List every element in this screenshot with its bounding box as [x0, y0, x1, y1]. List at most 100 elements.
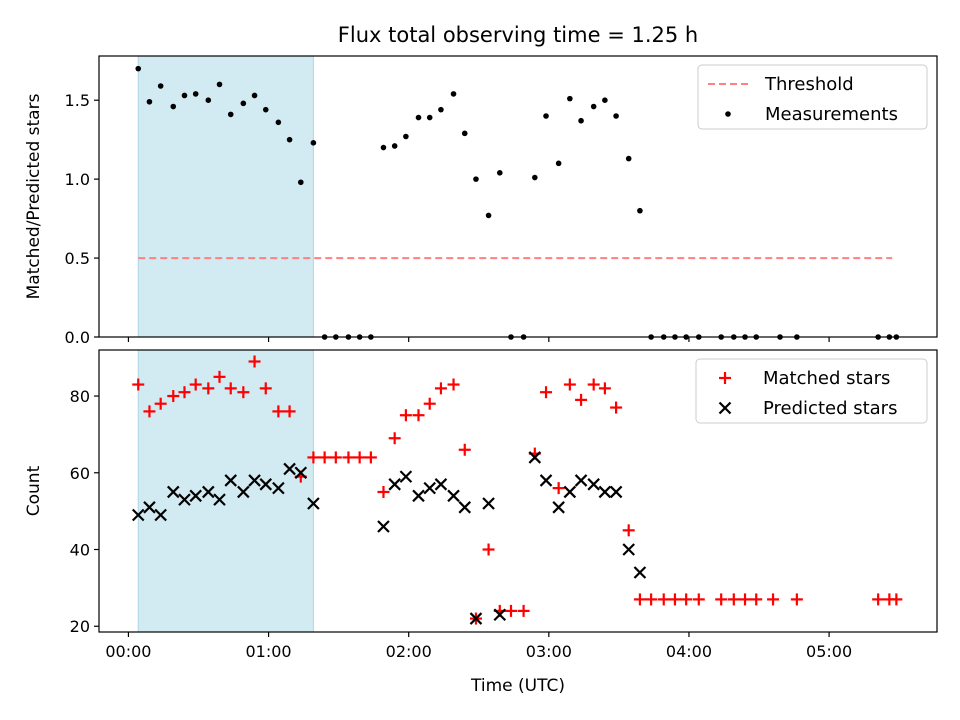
marker-x-b	[622, 543, 635, 556]
y-axis-label: Matched/Predicted stars	[24, 93, 44, 299]
marker-x-b	[154, 508, 167, 522]
data-point	[532, 174, 538, 181]
marker-dot	[170, 103, 177, 110]
marker-x-b	[388, 478, 401, 491]
data-point	[205, 97, 212, 104]
marker-x-b	[224, 474, 238, 487]
data-point	[227, 111, 234, 118]
data-point	[543, 113, 549, 119]
marker-dot	[380, 144, 387, 151]
data-point	[213, 370, 226, 383]
data-point	[353, 451, 366, 464]
data-point	[286, 136, 293, 143]
panel-count: 20 40 60 80 00:00 01:00 02:00 03:00 04:00 05:00 Co…	[24, 349, 938, 661]
data-point	[318, 451, 331, 464]
data-point	[458, 501, 472, 514]
data-point	[434, 478, 448, 491]
data-point	[447, 378, 460, 391]
marker-dot	[403, 133, 409, 140]
marker-dot	[297, 179, 304, 186]
marker-dot	[205, 97, 212, 104]
data-point	[434, 382, 447, 395]
data-point	[237, 386, 250, 399]
data-point	[447, 489, 460, 503]
marker-dot	[146, 98, 153, 105]
data-point	[625, 155, 632, 162]
data-point	[540, 386, 553, 399]
y-tick-label: 20	[70, 617, 90, 636]
data-point	[154, 508, 167, 522]
data-point	[872, 593, 885, 606]
data-point	[166, 485, 180, 499]
data-point	[790, 593, 803, 606]
marker-dot	[181, 92, 188, 99]
data-point	[329, 451, 342, 464]
data-point	[189, 378, 202, 391]
marker-dot	[192, 91, 199, 97]
marker-x-b	[202, 485, 215, 499]
data-point	[262, 106, 269, 113]
legend-label: Threshold	[764, 74, 854, 95]
data-point	[469, 612, 483, 625]
marker-dot	[625, 155, 632, 162]
marker-x-b	[574, 474, 588, 487]
data-point	[587, 378, 600, 391]
marker-dot	[578, 117, 584, 124]
marker-x-b	[294, 466, 308, 480]
data-point	[224, 382, 237, 395]
series-predicted-stars	[131, 451, 647, 625]
data-point	[450, 91, 457, 97]
marker-x-b	[248, 474, 261, 487]
marker-x-b	[412, 489, 425, 503]
data-point	[283, 405, 296, 418]
marker-x-b	[563, 485, 577, 499]
data-point	[403, 133, 409, 140]
data-point	[574, 474, 588, 487]
data-point	[613, 113, 619, 119]
data-point	[189, 489, 202, 503]
data-point	[552, 501, 565, 514]
marker-x-b	[377, 520, 390, 533]
data-point	[590, 103, 597, 110]
data-point	[377, 485, 390, 498]
marker-x-b	[609, 485, 623, 499]
data-point	[213, 493, 226, 506]
observing-span	[137, 55, 314, 338]
marker-dot	[725, 111, 731, 117]
data-point	[578, 117, 584, 124]
y-axis-label: Count	[24, 465, 44, 516]
x-axis-label: Time (UTC)	[470, 676, 565, 696]
data-point	[482, 497, 495, 510]
marker-x-b	[469, 612, 483, 625]
data-point	[458, 443, 471, 456]
data-point	[132, 378, 145, 391]
marker-x-b	[166, 485, 180, 499]
y-tick-label: 0.0	[65, 328, 90, 347]
data-point	[602, 97, 608, 104]
marker-dot	[391, 143, 398, 149]
data-point	[539, 474, 553, 487]
marker-dot	[461, 130, 468, 137]
marker-dot	[438, 106, 444, 113]
data-point	[426, 114, 433, 121]
data-point	[423, 397, 436, 410]
marker-x-b	[143, 501, 156, 514]
data-point	[563, 378, 576, 391]
data-point	[482, 543, 495, 556]
marker-dot	[602, 97, 608, 104]
marker-x-b	[189, 489, 202, 503]
data-point	[622, 543, 635, 556]
y-tick-label: 0.5	[65, 249, 90, 268]
data-point	[342, 451, 355, 464]
marker-x-b	[399, 470, 413, 483]
data-point	[727, 593, 740, 606]
data-point	[157, 83, 164, 89]
marker-x-b	[178, 493, 191, 506]
data-point	[135, 65, 142, 72]
data-point	[181, 92, 188, 99]
data-point	[438, 106, 444, 113]
legend-box	[697, 64, 928, 130]
data-point	[496, 170, 503, 176]
data-point	[890, 593, 903, 606]
data-point	[364, 451, 377, 464]
